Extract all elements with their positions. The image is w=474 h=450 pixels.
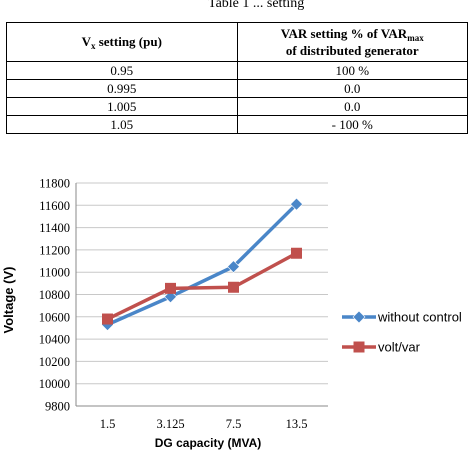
chart-legend: without control volt/var — [342, 310, 462, 355]
chart-series — [101, 197, 303, 332]
y-tick-label: 10600 — [39, 310, 70, 324]
series-line-0 — [106, 202, 298, 327]
x-tick-label: 13.5 — [286, 417, 308, 431]
chart-grid — [75, 182, 328, 407]
x-tick-label: 7.5 — [226, 417, 242, 431]
y-tick-label: 10800 — [39, 288, 70, 302]
y-tick-label: 11200 — [39, 243, 70, 257]
y-tick-label: 10000 — [39, 377, 70, 391]
table-row: 1.05 - 100 % — [6, 115, 468, 134]
data-point — [102, 313, 113, 325]
table-header-row: Vx setting (pu) VAR setting % of VARmax o… — [6, 22, 468, 62]
header-var-setting: VAR setting % of VARmax of distributed ge… — [236, 22, 468, 62]
y-tick-label: 11600 — [39, 199, 70, 213]
y-tick-label: 10400 — [39, 333, 70, 347]
cell-var: - 100 % — [236, 115, 468, 134]
data-point — [352, 310, 366, 324]
x-tick-label: 3.125 — [156, 417, 184, 431]
y-axis-label: Voltage (V) — [1, 267, 16, 334]
series-line-1 — [106, 251, 298, 321]
data-point — [353, 341, 365, 353]
x-tick-label: 1.5 — [100, 417, 116, 431]
truncated-caption: Table 1 ... setting — [0, 0, 474, 10]
data-point — [290, 197, 303, 211]
data-point — [165, 282, 176, 294]
y-tick-label: 11400 — [39, 221, 70, 235]
y-tick-label: 9800 — [45, 400, 70, 414]
data-point — [291, 247, 302, 259]
y-tick-labels: 11800 11600 11400 11200 11000 10800 10600 10400… — [39, 177, 70, 414]
settings-table: Vx setting (pu) VAR setting % of VARmax o… — [6, 22, 468, 134]
y-tick-label: 10200 — [39, 355, 70, 369]
data-point — [227, 260, 240, 274]
table-row: 0.95 100 % — [6, 61, 468, 80]
data-point — [228, 281, 239, 293]
x-tick-labels: 1.5 3.125 7.5 13.5 — [100, 417, 308, 431]
legend-label: without control — [377, 310, 462, 325]
header-vx-setting: Vx setting (pu) — [6, 22, 238, 62]
legend-label: volt/var — [378, 340, 421, 355]
table-row: 0.995 0.0 — [6, 79, 468, 98]
caption-text: Table 1 ... setting — [208, 0, 305, 10]
y-tick-label: 11000 — [39, 266, 70, 280]
x-axis-label: DG capacity (MVA) — [155, 436, 261, 450]
cell-vx: 1.05 — [6, 115, 238, 134]
y-tick-label: 11800 — [39, 177, 70, 191]
